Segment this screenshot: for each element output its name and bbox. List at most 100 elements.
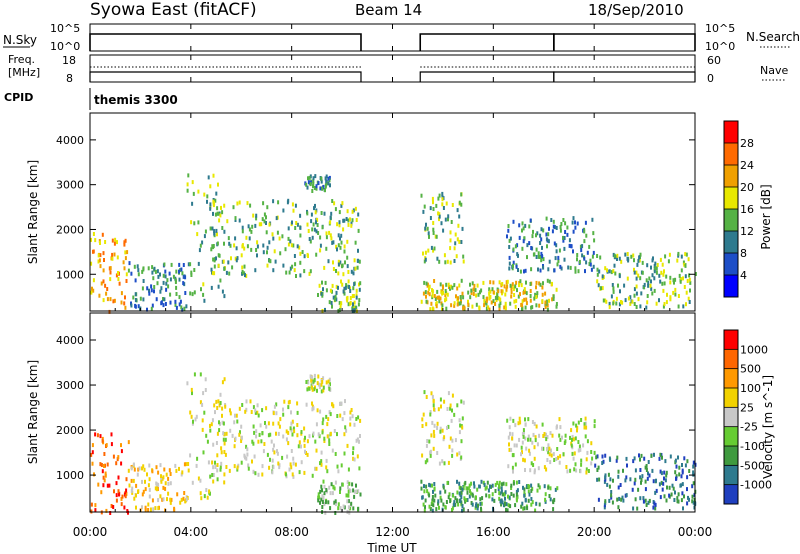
echo-cell xyxy=(653,288,656,293)
echo-cell xyxy=(212,199,215,204)
echo-cell xyxy=(262,250,265,255)
echo-cell xyxy=(522,428,525,433)
echo-cell xyxy=(317,293,319,297)
echo-cell xyxy=(456,452,459,457)
echo-cell xyxy=(551,281,553,286)
echo-cell xyxy=(470,481,473,486)
echo-cell xyxy=(272,421,275,426)
echo-cell xyxy=(541,446,543,451)
echo-cell xyxy=(633,302,636,306)
echo-cell xyxy=(213,258,216,263)
beam-label: Beam 14 xyxy=(355,1,422,19)
echo-cell xyxy=(212,473,215,477)
echo-cell xyxy=(219,465,222,470)
echo-cell xyxy=(276,230,279,235)
echo-cell xyxy=(100,490,103,495)
echo-cell xyxy=(191,180,194,185)
echo-cell xyxy=(339,304,342,308)
echo-cell xyxy=(111,256,114,261)
echo-cell xyxy=(528,448,531,453)
echo-cell xyxy=(459,301,462,306)
echo-cell xyxy=(629,301,632,306)
echo-cell xyxy=(658,456,661,461)
echo-cell xyxy=(246,452,249,457)
echo-cell xyxy=(454,496,457,501)
echo-cell xyxy=(601,454,604,459)
echo-cell xyxy=(329,215,332,220)
echo-cell xyxy=(570,428,573,433)
echo-cell xyxy=(172,274,175,279)
echo-cell xyxy=(584,421,587,426)
echo-cell xyxy=(598,269,601,274)
echo-cell xyxy=(438,259,441,264)
echo-cell xyxy=(459,423,462,428)
echo-cell xyxy=(602,459,605,464)
echo-cell xyxy=(153,285,156,289)
echo-cell xyxy=(120,300,123,305)
echo-cell xyxy=(505,507,507,512)
echo-cell xyxy=(309,174,312,179)
echo-cell xyxy=(199,478,202,483)
echo-cell xyxy=(453,283,456,288)
echo-cell xyxy=(162,273,165,278)
echo-cell xyxy=(499,301,502,305)
echo-cell xyxy=(180,497,183,502)
echo-cell xyxy=(668,485,671,490)
echo-cell xyxy=(523,491,526,496)
echo-cell xyxy=(316,223,319,227)
echo-cell xyxy=(357,248,359,253)
echo-cell xyxy=(311,189,314,193)
echo-cell xyxy=(323,439,326,443)
echo-cell xyxy=(462,259,465,264)
echo-cell xyxy=(542,265,545,270)
echo-cell xyxy=(315,252,318,257)
echo-cell xyxy=(558,460,561,465)
echo-cell xyxy=(430,433,433,438)
echo-cell xyxy=(458,301,461,306)
echo-cell xyxy=(432,403,435,408)
echo-cell xyxy=(160,300,163,305)
echo-cell xyxy=(236,465,239,470)
echo-cell xyxy=(117,489,120,494)
echo-cell xyxy=(341,482,344,487)
echo-cell xyxy=(148,463,151,468)
echo-cell xyxy=(252,213,255,218)
echo-cell xyxy=(438,505,440,510)
echo-cell xyxy=(190,273,193,277)
echo-cell xyxy=(202,292,205,297)
echo-cell xyxy=(322,184,325,189)
echo-cell xyxy=(289,426,292,431)
echo-cell xyxy=(152,507,155,512)
echo-cell xyxy=(425,294,427,299)
echo-cell xyxy=(537,466,540,471)
echo-cell xyxy=(429,449,432,454)
echo-cell xyxy=(251,224,254,229)
echo-cell xyxy=(647,283,650,288)
power-panel-frame xyxy=(89,112,696,312)
echo-cell xyxy=(498,496,501,501)
echo-cell xyxy=(272,447,275,452)
echo-cell xyxy=(292,208,295,213)
echo-cell xyxy=(526,243,529,248)
echo-cell xyxy=(645,468,648,472)
echo-cell xyxy=(443,253,446,258)
echo-cell xyxy=(291,220,293,225)
echo-cell xyxy=(286,454,289,459)
echo-cell xyxy=(686,459,689,464)
echo-cell xyxy=(345,217,348,221)
echo-cell xyxy=(432,398,435,403)
echo-cell xyxy=(202,282,205,287)
echo-cell xyxy=(645,305,648,310)
echo-cell xyxy=(527,489,530,494)
echo-cell xyxy=(315,229,318,234)
echo-cell xyxy=(491,497,494,502)
echo-cell xyxy=(153,289,155,294)
echo-cell xyxy=(460,399,463,404)
echo-cell xyxy=(492,290,495,295)
echo-cell xyxy=(293,429,296,434)
echo-cell xyxy=(265,230,268,235)
echo-cell xyxy=(449,499,452,504)
echo-cell xyxy=(650,286,653,291)
echo-cell xyxy=(327,379,330,384)
